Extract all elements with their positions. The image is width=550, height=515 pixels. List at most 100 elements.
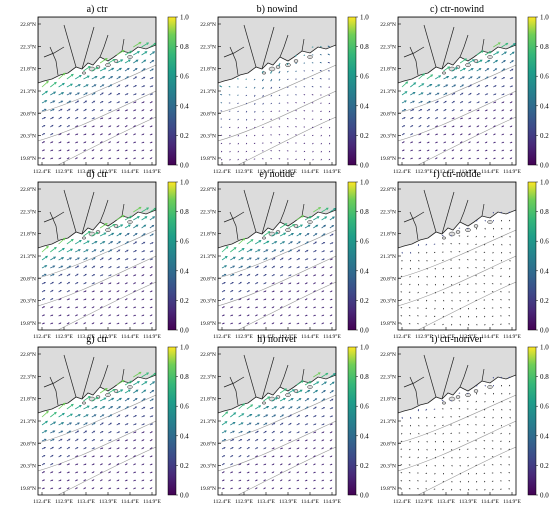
vector-arrowhead-52: [53, 91, 57, 95]
vector-arrowhead-150: [51, 314, 54, 317]
vector-arrowhead-116: [477, 125, 480, 127]
vector-arrowhead-4: [301, 380, 304, 383]
vector-arrowhead-2: [505, 42, 509, 46]
depth-contour: [398, 255, 516, 307]
y-tick-label: 19.8°N: [20, 320, 36, 327]
vector-arrowhead-23: [319, 69, 321, 72]
vector-arrowhead-129: [109, 463, 112, 465]
vector-arrowhead-119: [322, 290, 325, 292]
vector-arrowhead-26: [70, 403, 74, 407]
x-tick-label: 112.9°E: [55, 333, 73, 340]
vector-arrow-185: [297, 331, 299, 332]
vector-arrowhead-167: [76, 487, 78, 489]
vector-arrow-177: [50, 166, 52, 167]
vector-arrowhead-137: [59, 141, 62, 144]
vector-arrowhead-28: [446, 75, 450, 79]
vector-arrowhead-20: [119, 67, 122, 71]
vector-arrowhead-139: [76, 471, 79, 474]
vector-arrowhead-119: [142, 290, 145, 292]
island: [307, 55, 313, 59]
vector-arrowhead-99: [93, 447, 96, 449]
vector-arrowhead-3: [513, 43, 516, 46]
vector-arrow-185: [477, 166, 479, 167]
vector-arrowhead-128: [461, 133, 463, 135]
vector-arrowhead-65: [224, 430, 227, 433]
vector-arrowhead-170: [281, 487, 283, 489]
vector-arrowhead-87: [289, 439, 292, 442]
vector-arrow-29: [99, 76, 105, 80]
vector-arrow-181: [84, 331, 86, 332]
vector-arrowhead-174: [134, 487, 137, 490]
vector-arrowhead-174: [314, 322, 316, 325]
y-tick-label: 20.3°N: [20, 133, 36, 140]
vector-arrowhead-103: [126, 117, 128, 119]
vector-arrowhead-87: [109, 274, 112, 277]
vector-arrowhead-149: [43, 149, 46, 151]
vector-arrowhead-170: [101, 157, 103, 159]
colorbar-tick-label: 0.0: [180, 327, 189, 335]
vector-arrowhead-90: [134, 274, 137, 276]
depth-contour: [57, 116, 156, 165]
vector-arrowhead-61: [126, 258, 129, 260]
vector-arrowhead-120: [151, 125, 153, 127]
river-channel: [301, 368, 305, 382]
vector-arrowhead-182: [265, 496, 266, 497]
vector-arrow-17: [99, 67, 107, 72]
vector-arrowhead-165: [59, 322, 62, 324]
vector-arrowhead-13: [135, 59, 139, 63]
y-tick-label: 19.8°N: [200, 485, 216, 492]
vector-arrowhead-91: [142, 109, 145, 111]
vector-arrowhead-86: [101, 439, 104, 441]
depth-contour: [417, 281, 516, 330]
x-tick-label: 112.9°E: [415, 498, 433, 505]
y-tick-label: 21.3°N: [20, 253, 36, 260]
vector-arrowhead-50: [511, 85, 514, 88]
vector-arrowhead-159: [306, 314, 308, 317]
y-tick-label: 20.8°N: [20, 440, 36, 447]
vector-arrowhead-166: [427, 157, 430, 159]
vector-arrow-20: [124, 232, 130, 237]
y-tick-label: 20.8°N: [380, 440, 396, 447]
vector-arrowhead-15: [151, 59, 155, 63]
vector-arrowhead-49: [323, 415, 325, 417]
vector-arrow-14: [149, 389, 154, 394]
vector-arrow-179: [67, 331, 69, 332]
vector-arrowhead-135: [403, 141, 405, 143]
vector-arrowhead-146: [314, 471, 316, 474]
vector-arrow-178: [59, 166, 61, 167]
land-area: [218, 182, 336, 249]
vector-arrowhead-20: [298, 398, 302, 401]
vector-arrowhead-153: [76, 479, 79, 481]
vector-arrow-26: [434, 75, 441, 80]
vector-arrow-20: [124, 67, 130, 72]
vector-arrowhead-69: [76, 430, 80, 433]
depth-contour: [398, 90, 516, 142]
vector-arrowhead-127: [273, 298, 275, 301]
island: [455, 395, 461, 399]
vector-arrow-19: [116, 67, 122, 72]
vector-arrowhead-9: [104, 57, 108, 61]
vector-arrowhead-139: [76, 306, 79, 309]
vector-arrowhead-72: [281, 431, 284, 433]
vector-arrowhead-164: [51, 487, 54, 490]
colorbar-tick-label: 0.2: [180, 297, 189, 305]
y-tick-label: 20.8°N: [20, 110, 36, 117]
x-tick-label: 112.9°E: [55, 168, 73, 175]
vector-arrowhead-160: [494, 149, 496, 152]
vector-arrowhead-16: [87, 230, 91, 234]
x-tick-label: 112.9°E: [235, 333, 253, 340]
vector-arrow-178: [238, 167, 239, 168]
vector-arrowhead-184: [101, 496, 102, 497]
vector-arrowhead-171: [109, 322, 112, 325]
panel: b) nowind22.8°N22.3°N21.8°N21.3°N20.8°N2…: [200, 4, 369, 175]
vector-arrowhead-40: [70, 83, 73, 87]
vector-arrowhead-48: [314, 415, 317, 417]
colorbar-tick-label: 0.8: [360, 43, 369, 51]
vector-arrowhead-120: [510, 125, 513, 128]
vector-arrowhead-110: [248, 455, 250, 457]
vector-arrowhead-15: [331, 390, 334, 393]
vector-arrowhead-17: [95, 66, 99, 70]
vector-arrowhead-162: [330, 479, 333, 481]
colorbar: [167, 16, 177, 166]
vector-arrowhead-140: [264, 306, 267, 308]
